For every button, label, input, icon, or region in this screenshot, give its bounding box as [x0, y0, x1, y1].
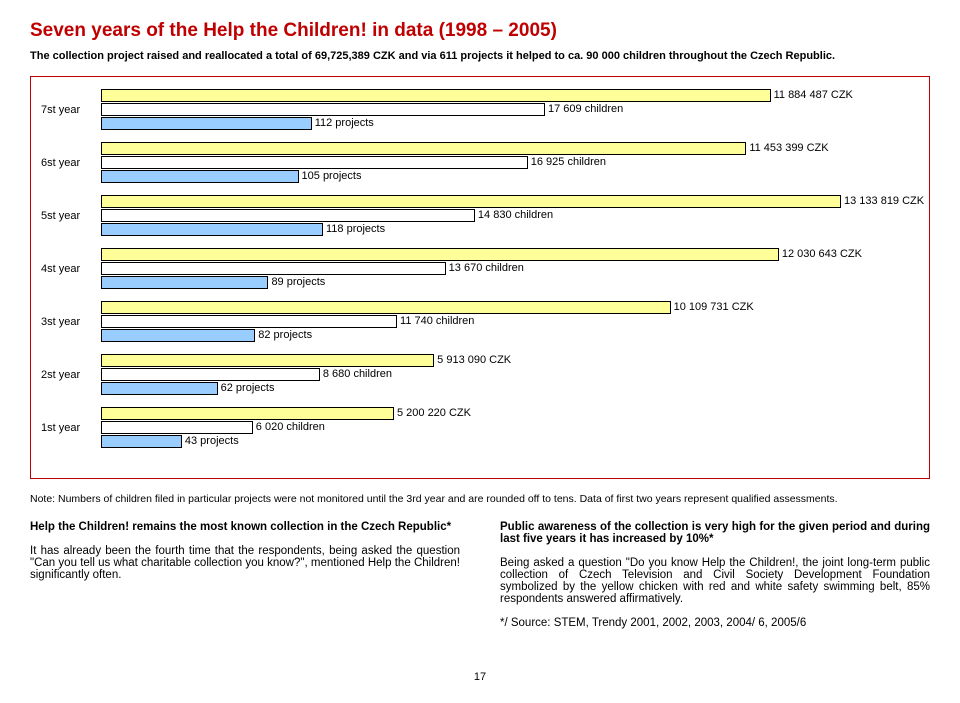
czk-label: 11 884 487 CZK	[770, 89, 853, 101]
children-bar: 11 740 children	[101, 315, 397, 328]
projects-label: 112 projects	[311, 117, 374, 129]
children-bar: 13 670 children	[101, 262, 446, 275]
projects-bar: 82 projects	[101, 329, 255, 342]
projects-bar: 112 projects	[101, 117, 312, 130]
right-para2: */ Source: STEM, Trendy 2001, 2002, 2003…	[500, 617, 930, 629]
chart-note: Note: Numbers of children filed in parti…	[30, 493, 930, 505]
children-bar: 8 680 children	[101, 368, 320, 381]
left-column: Help the Children! remains the most know…	[30, 521, 460, 641]
czk-bar: 11 884 487 CZK	[101, 89, 771, 102]
year-label: 2st year	[41, 369, 101, 381]
projects-bar: 89 projects	[101, 276, 268, 289]
year-row: 1st year5 200 220 CZK6 020 children43 pr…	[41, 407, 919, 448]
year-label: 7st year	[41, 104, 101, 116]
text-columns: Help the Children! remains the most know…	[30, 521, 930, 641]
right-para1: Being asked a question "Do you know Help…	[500, 557, 930, 605]
left-para: It has already been the fourth time that…	[30, 545, 460, 581]
projects-label: 89 projects	[267, 276, 325, 288]
children-bar: 16 925 children	[101, 156, 528, 169]
czk-label: 11 453 399 CZK	[745, 142, 828, 154]
year-row: 2st year5 913 090 CZK8 680 children62 pr…	[41, 354, 919, 395]
children-label: 11 740 children	[396, 315, 474, 327]
projects-label: 43 projects	[181, 435, 239, 447]
projects-bar: 118 projects	[101, 223, 323, 236]
children-bar: 6 020 children	[101, 421, 253, 434]
czk-label: 5 913 090 CZK	[433, 354, 511, 366]
czk-bar: 5 200 220 CZK	[101, 407, 394, 420]
year-row: 3st year10 109 731 CZK11 740 children82 …	[41, 301, 919, 342]
czk-label: 10 109 731 CZK	[670, 301, 754, 313]
year-row: 7st year11 884 487 CZK17 609 children112…	[41, 89, 919, 130]
bars-group: 11 884 487 CZK17 609 children112 project…	[101, 89, 919, 130]
czk-bar: 11 453 399 CZK	[101, 142, 746, 155]
bars-group: 5 913 090 CZK8 680 children62 projects	[101, 354, 919, 395]
projects-bar: 43 projects	[101, 435, 182, 448]
bars-group: 12 030 643 CZK13 670 children89 projects	[101, 248, 919, 289]
chart-container: 7st year11 884 487 CZK17 609 children112…	[30, 76, 930, 479]
page-number: 17	[30, 671, 930, 683]
projects-label: 62 projects	[217, 382, 275, 394]
children-label: 13 670 children	[445, 262, 524, 274]
right-column: Public awareness of the collection is ve…	[500, 521, 930, 641]
right-heading: Public awareness of the collection is ve…	[500, 521, 930, 545]
czk-label: 12 030 643 CZK	[778, 248, 862, 260]
children-label: 17 609 children	[544, 103, 623, 115]
year-label: 1st year	[41, 422, 101, 434]
children-bar: 17 609 children	[101, 103, 545, 116]
czk-bar: 12 030 643 CZK	[101, 248, 779, 261]
projects-label: 105 projects	[298, 170, 362, 182]
year-label: 4st year	[41, 263, 101, 275]
children-label: 8 680 children	[319, 368, 392, 380]
czk-label: 5 200 220 CZK	[393, 407, 471, 419]
projects-bar: 105 projects	[101, 170, 299, 183]
year-label: 6st year	[41, 157, 101, 169]
year-label: 3st year	[41, 316, 101, 328]
year-row: 5st year13 133 819 CZK14 830 children118…	[41, 195, 919, 236]
bars-group: 13 133 819 CZK14 830 children118 project…	[101, 195, 919, 236]
czk-bar: 13 133 819 CZK	[101, 195, 841, 208]
children-label: 14 830 children	[474, 209, 553, 221]
children-bar: 14 830 children	[101, 209, 475, 222]
czk-bar: 10 109 731 CZK	[101, 301, 671, 314]
page-subtitle: The collection project raised and reallo…	[30, 50, 930, 62]
projects-bar: 62 projects	[101, 382, 218, 395]
czk-label: 13 133 819 CZK	[840, 195, 924, 207]
bars-group: 10 109 731 CZK11 740 children82 projects	[101, 301, 919, 342]
page-title: Seven years of the Help the Children! in…	[30, 20, 930, 42]
bars-group: 11 453 399 CZK16 925 children105 project…	[101, 142, 919, 183]
children-label: 6 020 children	[252, 421, 325, 433]
projects-label: 82 projects	[254, 329, 312, 341]
left-heading: Help the Children! remains the most know…	[30, 521, 460, 533]
year-label: 5st year	[41, 210, 101, 222]
projects-label: 118 projects	[322, 223, 385, 235]
bars-group: 5 200 220 CZK6 020 children43 projects	[101, 407, 919, 448]
children-label: 16 925 children	[527, 156, 606, 168]
year-row: 4st year12 030 643 CZK13 670 children89 …	[41, 248, 919, 289]
czk-bar: 5 913 090 CZK	[101, 354, 434, 367]
year-row: 6st year11 453 399 CZK16 925 children105…	[41, 142, 919, 183]
